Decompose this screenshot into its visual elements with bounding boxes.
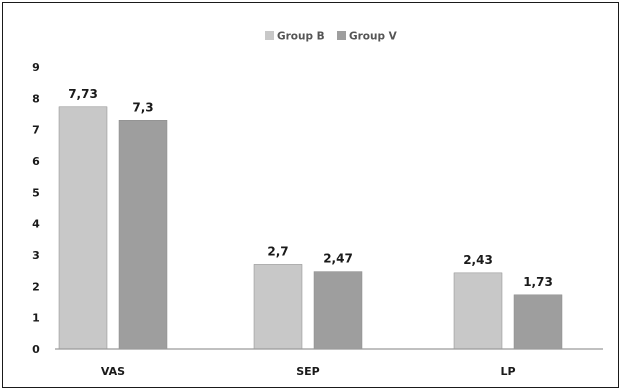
chart-frame: Group B Group V 0 1 2 3 4 5 6 7 8 9 7,73 2,7 2,43 7,3… (2, 2, 619, 388)
bar-group-b-sep (253, 264, 303, 350)
y-tick-label: 7 (32, 124, 40, 137)
data-label: 7,73 (68, 87, 98, 101)
legend-swatch (337, 31, 346, 40)
bar-group-v-lp (513, 294, 563, 350)
x-tick-label: LP (500, 365, 515, 378)
y-tick-label: 9 (32, 61, 40, 74)
y-tick-label: 2 (32, 280, 40, 293)
x-axis: VAS SEP LP (55, 348, 603, 378)
data-label: 1,73 (523, 275, 553, 289)
y-tick-label: 1 (32, 312, 40, 325)
bar-chart: Group B Group V 0 1 2 3 4 5 6 7 8 9 7,73 2,7 2,43 7,3… (32, 31, 603, 378)
x-tick-label: SEP (296, 365, 320, 378)
legend-label: Group V (349, 31, 398, 43)
data-label: 2,47 (323, 252, 353, 266)
data-label: 2,43 (463, 253, 493, 267)
legend-label: Group B (277, 31, 325, 43)
y-axis: 0 1 2 3 4 5 6 7 8 9 (32, 61, 40, 356)
legend-swatch (265, 31, 274, 40)
bar-group-b-lp (453, 272, 503, 350)
y-tick-label: 6 (32, 155, 40, 168)
bar-group-b-vas (58, 106, 108, 350)
y-tick-label: 5 (32, 186, 40, 199)
y-tick-label: 4 (32, 218, 40, 231)
data-label: 2,7 (267, 244, 288, 258)
legend: Group B Group V (265, 31, 398, 43)
y-tick-label: 8 (32, 92, 40, 105)
data-label: 7,3 (132, 100, 153, 114)
y-tick-label: 3 (32, 249, 40, 262)
x-tick-label: VAS (101, 365, 125, 378)
y-tick-label: 0 (32, 343, 40, 356)
bar-group-v-sep (313, 271, 363, 350)
bar-group-v-vas (118, 120, 168, 350)
bars: 7,73 2,7 2,43 7,3 2,47 1,73 (58, 87, 563, 350)
